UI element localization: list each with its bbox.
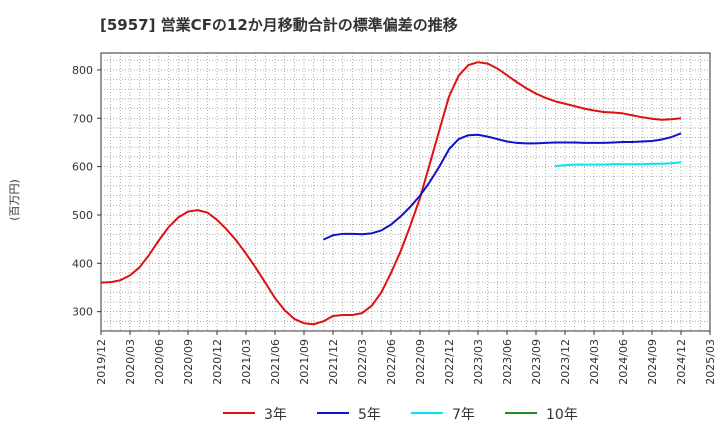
x-tick-label: 2022/03 [356, 339, 369, 385]
legend: 3年 5年 7年 10年 [223, 407, 578, 423]
plot-area [100, 52, 711, 332]
x-tick-label: 2020/06 [153, 339, 166, 385]
x-tick-label: 2024/06 [617, 339, 630, 385]
y-tick-label: 800 [72, 64, 93, 77]
y-axis: 300 400 500 600 700 800 [72, 64, 101, 319]
x-tick-label: 2019/12 [95, 339, 108, 385]
x-tick-label: 2023/06 [501, 339, 514, 385]
x-tick-label: 2020/09 [182, 339, 195, 385]
x-tick-label: 2023/09 [530, 339, 543, 385]
chart-title: [5957] 営業CFの12か月移動合計の標準偏差の推移 [100, 16, 458, 34]
y-tick-label: 700 [72, 112, 93, 125]
y-tick-label: 300 [72, 306, 93, 319]
y-tick-label: 600 [72, 161, 93, 174]
x-tick-label: 2022/06 [385, 339, 398, 385]
x-tick-label: 2020/03 [124, 339, 137, 385]
x-tick-label: 2022/09 [414, 339, 427, 385]
x-tick-label: 2024/03 [588, 339, 601, 385]
x-tick-label: 2020/12 [211, 339, 224, 385]
series-line-1 [322, 132, 682, 241]
x-tick-label: 2024/09 [646, 339, 659, 385]
y-tick-label: 400 [72, 257, 93, 270]
x-axis: 2019/12 2020/03 2020/06 2020/09 2020/12 2021/… [95, 331, 717, 385]
series-layer [100, 61, 682, 326]
y-tick-label: 500 [72, 209, 93, 222]
x-tick-label: 2021/03 [240, 339, 253, 385]
legend-label-1: 5年 [358, 407, 381, 423]
x-tick-label: 2021/09 [298, 339, 311, 385]
x-tick-label: 2021/12 [327, 339, 340, 385]
x-tick-label: 2025/03 [704, 339, 717, 385]
y-axis-label: (百万円) [8, 179, 21, 221]
series-line-2 [555, 161, 682, 168]
legend-label-3: 10年 [546, 407, 578, 423]
x-tick-label: 2022/12 [443, 339, 456, 385]
x-tick-label: 2021/06 [269, 339, 282, 385]
grid [101, 53, 710, 332]
x-tick-label: 2023/03 [472, 339, 485, 385]
x-tick-label: 2023/12 [559, 339, 572, 385]
series-line-0 [100, 61, 682, 326]
legend-label-0: 3年 [264, 407, 287, 423]
x-tick-label: 2024/12 [675, 339, 688, 385]
legend-label-2: 7年 [452, 407, 475, 423]
